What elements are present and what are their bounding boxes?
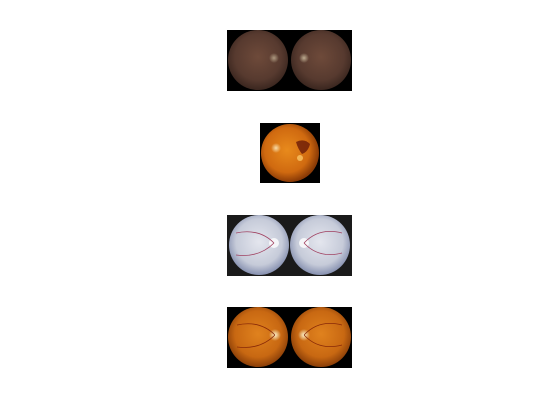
optic-disc — [271, 143, 281, 153]
fundus-pair-3 — [227, 307, 352, 368]
fundus-pair-1 — [227, 30, 352, 91]
fundus-right — [290, 215, 350, 275]
optic-disc — [269, 53, 279, 63]
fundus-left — [228, 307, 288, 367]
exudate — [297, 155, 303, 161]
vessels — [236, 322, 343, 348]
fundus-left — [228, 30, 288, 90]
fundus — [261, 124, 319, 182]
fundus-right — [291, 307, 351, 367]
optic-disc — [299, 53, 309, 63]
vessels — [235, 230, 343, 256]
lesion — [296, 140, 310, 154]
fundus-pair-2 — [227, 215, 352, 276]
fundus-right — [291, 30, 351, 90]
fundus-single — [260, 123, 320, 183]
fundus-left — [229, 215, 289, 275]
